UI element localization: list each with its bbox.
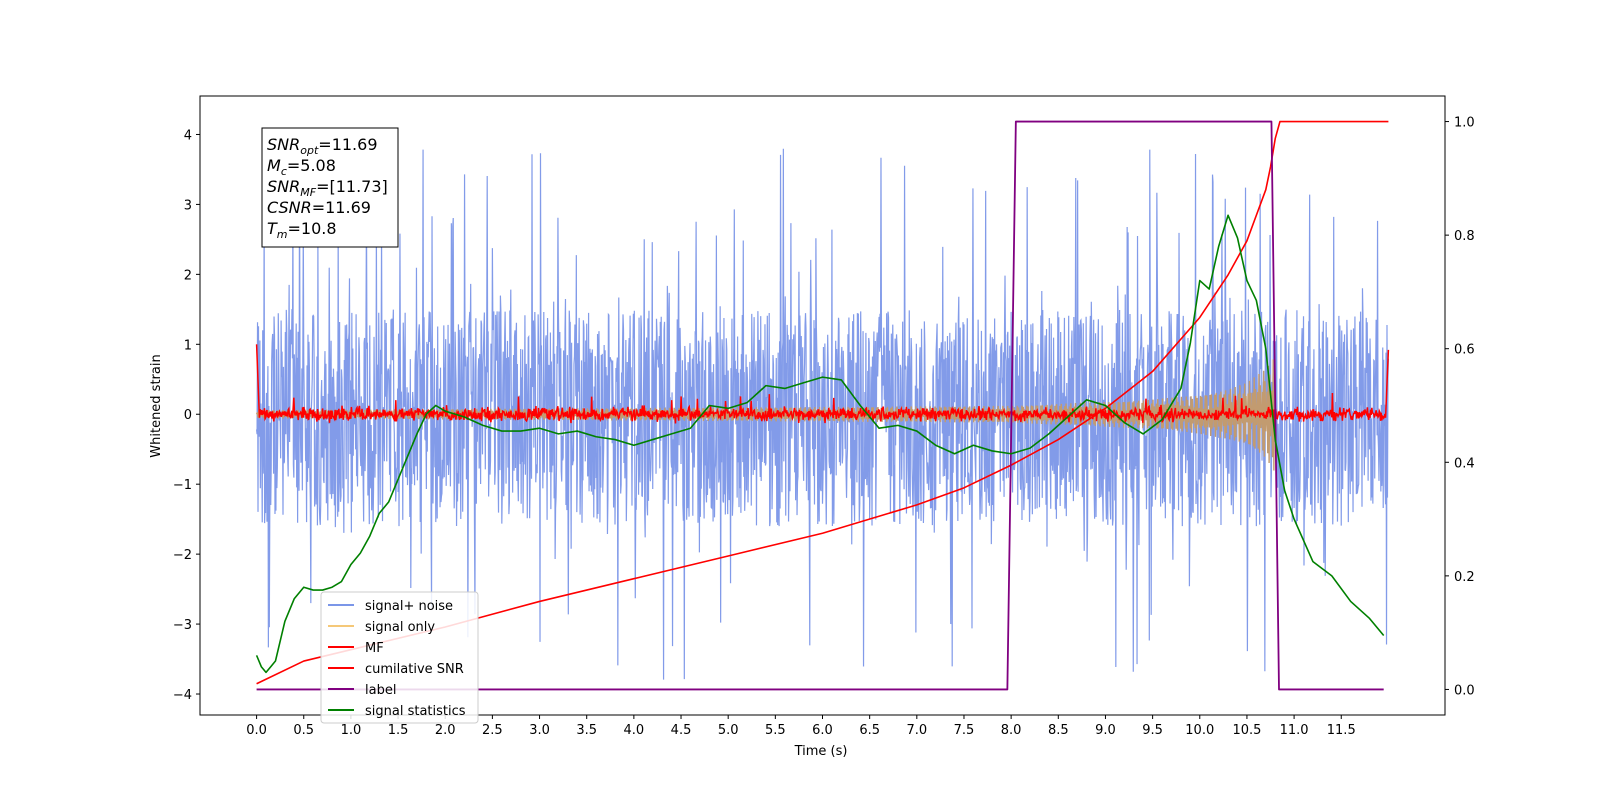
legend-entry-label: label <box>365 683 396 698</box>
y-right-tick-label: 0.4 <box>1454 456 1475 471</box>
y-left-tick-label: 2 <box>184 268 192 283</box>
y-left-tick-label: 1 <box>184 338 192 353</box>
x-tick-label: 10.5 <box>1232 723 1261 738</box>
x-tick-label: 1.0 <box>341 723 362 738</box>
y-axis-left: −4 −3 −2 −1 0 1 2 3 4 <box>173 128 200 703</box>
x-tick-label: 8.0 <box>1001 723 1022 738</box>
annotation-line: Mc=5.08 <box>267 156 336 178</box>
x-tick-label: 4.0 <box>624 723 645 738</box>
annotation-frame <box>261 127 399 248</box>
x-tick-label: 5.5 <box>765 723 786 738</box>
series-cumulative-snr <box>256 120 1389 685</box>
x-tick-label: 6.5 <box>859 723 880 738</box>
x-tick-label: 7.5 <box>954 723 975 738</box>
x-tick-label: 0.0 <box>246 723 267 738</box>
series-signal-statistics <box>255 214 1385 674</box>
series-label <box>256 120 1384 691</box>
annotation-line: SNRopt=11.69 <box>267 135 378 157</box>
y-axis-right: 0.0 0.2 0.4 0.6 0.8 1.0 <box>1445 116 1475 698</box>
x-tick-label: 6.0 <box>812 723 833 738</box>
x-tick-label: 5.0 <box>718 723 739 738</box>
x-tick-label: 2.0 <box>435 723 456 738</box>
legend: signal+ noise signal only MF cumilative SNR… <box>320 591 479 724</box>
y-left-tick-label: −2 <box>173 548 192 563</box>
y-left-tick-label: −1 <box>173 478 192 493</box>
annotation-line: Tm=10.8 <box>267 219 337 241</box>
legend-entry-label: signal only <box>365 620 435 635</box>
x-tick-label: 3.5 <box>576 723 597 738</box>
y-left-tick-label: −4 <box>173 688 192 703</box>
legend-frame <box>320 591 479 724</box>
series-mf <box>255 344 1390 430</box>
x-tick-label: 10.0 <box>1185 723 1214 738</box>
y-left-tick-label: 0 <box>184 408 192 423</box>
y-right-tick-label: 0.6 <box>1454 343 1475 358</box>
x-tick-label: 2.5 <box>482 723 503 738</box>
x-tick-label: 1.5 <box>388 723 409 738</box>
stats-annotation-box: SNRopt=11.69Mc=5.08SNRMF=[11.73]CSNR=11.… <box>261 127 399 248</box>
y-right-tick-label: 0.2 <box>1454 570 1475 585</box>
x-axis: 0.0 0.5 1.0 1.5 2.0 2.5 3.0 3.5 4.0 4.5 5.0 5.5 6.0 6… <box>246 715 1356 738</box>
x-tick-label: 0.5 <box>293 723 314 738</box>
x-tick-label: 11.5 <box>1327 723 1356 738</box>
x-tick-label: 7.0 <box>906 723 927 738</box>
series-layer <box>255 120 1390 691</box>
legend-entry-label: signal+ noise <box>365 599 453 614</box>
y-right-tick-label: 0.8 <box>1454 229 1475 244</box>
y-axis-label: Whitened strain <box>149 354 164 457</box>
x-tick-label: 9.0 <box>1095 723 1116 738</box>
legend-entry-label: signal statistics <box>365 704 466 719</box>
y-right-tick-label: 0.0 <box>1454 683 1475 698</box>
x-tick-label: 4.5 <box>671 723 692 738</box>
y-left-tick-label: 4 <box>184 128 192 143</box>
y-left-tick-label: −3 <box>173 618 192 633</box>
x-tick-label: 9.5 <box>1142 723 1163 738</box>
x-axis-label: Time (s) <box>794 744 848 759</box>
legend-entry-label: MF <box>365 641 384 656</box>
x-tick-label: 3.0 <box>529 723 550 738</box>
legend-entry-label: cumilative SNR <box>365 662 464 677</box>
y-right-tick-label: 1.0 <box>1454 116 1475 131</box>
y-left-tick-label: 3 <box>184 198 192 213</box>
annotation-line: CSNR=11.69 <box>267 198 371 217</box>
annotation-line: SNRMF=[11.73] <box>267 177 388 199</box>
x-tick-label: 11.0 <box>1280 723 1309 738</box>
x-tick-label: 8.5 <box>1048 723 1069 738</box>
